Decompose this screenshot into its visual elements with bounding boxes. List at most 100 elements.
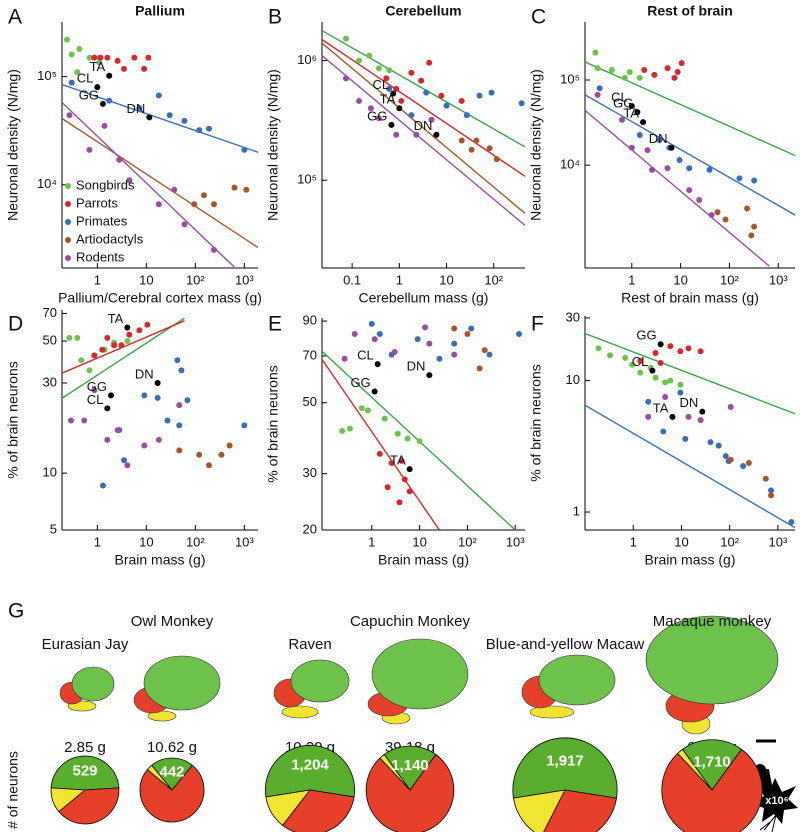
- data-point: [428, 116, 435, 123]
- data-point: [628, 144, 635, 151]
- data-point: [468, 325, 475, 332]
- x-tick-label: 1: [628, 272, 635, 287]
- data-point: [342, 75, 349, 82]
- point-label: CL: [87, 392, 104, 407]
- data-point: [644, 147, 651, 154]
- y-axis-label: % of brain neurons: [265, 365, 281, 483]
- fit-line: [585, 332, 795, 415]
- data-point: [367, 105, 374, 112]
- data-point: [715, 442, 722, 449]
- data-point: [136, 327, 143, 334]
- y-tick-label: 70: [43, 305, 57, 320]
- data-point: [398, 457, 405, 464]
- x-tick-label: 10²: [186, 534, 205, 549]
- data-point: [727, 456, 734, 463]
- data-point: [181, 117, 188, 124]
- species-name: Capuchin Monkey: [350, 613, 471, 630]
- data-point: [141, 65, 148, 72]
- highlight-point: [104, 405, 111, 412]
- data-point: [667, 343, 674, 350]
- data-point: [200, 192, 207, 199]
- neuron-count: 529: [72, 762, 97, 779]
- neuron-count: 1,710: [693, 753, 731, 770]
- highlight-point: [426, 372, 433, 379]
- neuron-icon: [752, 778, 798, 824]
- y-tick-label: 1: [573, 503, 580, 518]
- pie-slice: [58, 787, 120, 825]
- y-tick-label: 10⁵: [297, 172, 317, 187]
- y-tick-label: 30: [566, 309, 580, 324]
- y-tick-label: 10⁴: [37, 176, 57, 191]
- data-point: [154, 394, 161, 401]
- x-tick-label: 1: [396, 272, 403, 287]
- data-point: [481, 347, 488, 354]
- brain-mass: 2.85 g: [64, 739, 106, 756]
- data-point: [594, 65, 601, 72]
- data-point: [210, 246, 217, 253]
- data-point: [371, 336, 378, 343]
- data-point: [626, 69, 633, 76]
- point-label: TA: [390, 453, 406, 468]
- data-point: [686, 165, 693, 172]
- data-point: [408, 69, 415, 76]
- data-point: [788, 518, 795, 525]
- legend-marker: [65, 201, 71, 207]
- y-tick-label: 50: [43, 332, 57, 347]
- data-point: [241, 146, 248, 153]
- data-point: [664, 65, 671, 72]
- data-point: [68, 79, 75, 86]
- data-point: [171, 186, 178, 193]
- y-axis-label: Neuronal density (N/mg): [528, 69, 544, 221]
- y-tick-label: 10: [43, 465, 57, 480]
- data-point: [81, 417, 88, 424]
- highlight-point: [108, 392, 114, 399]
- data-point: [114, 57, 121, 64]
- data-point: [641, 67, 648, 74]
- y-axis-label: Neuronal density (N/mg): [5, 69, 21, 221]
- data-point: [243, 186, 250, 193]
- data-point: [426, 59, 433, 66]
- point-label: TA: [623, 106, 639, 121]
- data-point: [356, 57, 363, 64]
- data-point: [386, 85, 393, 92]
- unit-label: x10⁶: [765, 795, 788, 807]
- data-point: [141, 392, 148, 399]
- highlight-point: [124, 324, 131, 331]
- data-point: [414, 336, 421, 343]
- pie-slice: [365, 753, 455, 832]
- x-axis-label: Pallium/Cerebral cortex mass (g): [58, 290, 262, 306]
- neuron-dendrites: [759, 814, 777, 832]
- data-point: [398, 97, 405, 104]
- species-name: Blue-and-yellow Macaw: [486, 636, 645, 653]
- point-label: DN: [135, 366, 154, 381]
- x-tick-label: 10: [439, 272, 453, 287]
- point-label: GG: [613, 96, 633, 111]
- data-point: [206, 125, 212, 132]
- data-point: [748, 232, 755, 239]
- data-point: [106, 97, 113, 104]
- data-point: [358, 405, 365, 412]
- data-point: [596, 85, 603, 92]
- data-point: [74, 69, 81, 76]
- species-name: Eurasian Jay: [42, 636, 129, 653]
- data-point: [443, 102, 450, 109]
- data-point: [458, 137, 465, 144]
- data-point: [86, 146, 93, 153]
- neuron-count: 1,204: [291, 756, 329, 773]
- data-point: [451, 325, 458, 332]
- data-point: [356, 97, 363, 104]
- data-point: [744, 205, 751, 212]
- highlight-point: [406, 466, 413, 473]
- point-label: TA: [380, 92, 396, 107]
- highlight-point: [668, 144, 675, 151]
- species-name: Macaque monkey: [653, 613, 772, 630]
- data-point: [166, 112, 173, 119]
- data-point: [706, 166, 713, 173]
- data-point: [101, 122, 108, 129]
- x-axis-label: Rest of brain mass (g): [621, 290, 759, 306]
- data-point: [104, 436, 111, 443]
- highlight-point: [669, 413, 676, 420]
- data-point: [176, 402, 183, 409]
- fit-line: [585, 109, 770, 267]
- x-tick-label: 0.1: [343, 272, 361, 287]
